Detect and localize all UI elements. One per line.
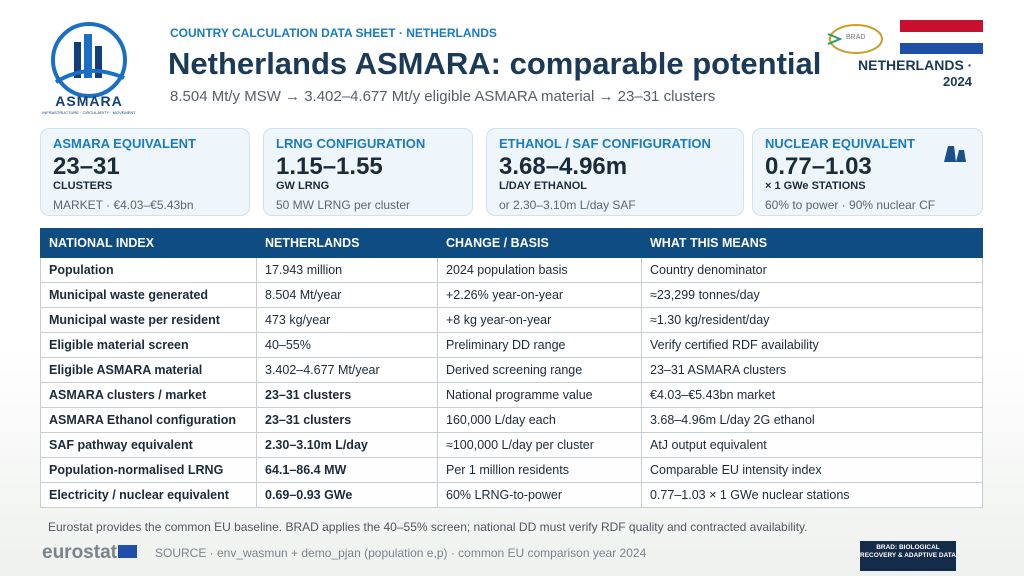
table-cell: ≈100,000 L/day per cluster [437, 432, 642, 458]
table-row: Municipal waste per resident 473 kg/year +… [40, 307, 983, 333]
card: LRNG CONFIGURATION 1.15–1.55 GW LRNG 50 MW … [263, 128, 473, 216]
flag [900, 20, 983, 54]
card-label: ETHANOL / SAF CONFIGURATION [499, 136, 711, 151]
card-note: 60% to power · 90% nuclear CF [765, 198, 936, 212]
logo-text: ASMARA [55, 93, 123, 109]
table-cell: 2.30–3.10m L/day [256, 432, 438, 458]
table-cell: 23–31 ASMARA clusters [641, 357, 983, 383]
table-cell: 60% LRNG-to-power [437, 482, 642, 508]
table-cell: 3.402–4.677 Mt/year [256, 357, 438, 383]
card: ETHANOL / SAF CONFIGURATION 3.68–4.96m L/D… [486, 128, 744, 216]
card-note: or 2.30–3.10m L/day SAF [499, 198, 636, 212]
table-row: Eligible material screen 40–55% Preliminar… [40, 332, 983, 358]
card: ASMARA EQUIVALENT 23–31 CLUSTERS MARKET · €… [40, 128, 250, 216]
table-cell: 3.68–4.96m L/day 2G ethanol [641, 407, 983, 433]
table-cell: ≈23,299 tonnes/day [641, 282, 983, 308]
card-value: 0.77–1.03 [765, 153, 872, 180]
card-unit: GW LRNG [276, 180, 330, 192]
table-cell: +2.26% year-on-year [437, 282, 642, 308]
partner-logo-icon [827, 24, 883, 54]
table-cell: +8 kg year-on-year [437, 307, 642, 333]
table-cell: 17.943 million [256, 257, 438, 283]
table-row: ASMARA clusters / market 23–31 clusters Na… [40, 382, 983, 408]
table-row: ASMARA Ethanol configuration 23–31 cluste… [40, 407, 983, 433]
card-value: 3.68–4.96m [499, 153, 628, 180]
card-value: 1.15–1.55 [276, 153, 383, 180]
table-cell: Population-normalised LRNG [40, 457, 257, 483]
card-unit: L/DAY ETHANOL [499, 180, 588, 192]
footer-note: Eurostat provides the common EU baseline… [48, 520, 808, 534]
table-row: Electricity / nuclear equivalent 0.69–0.9… [40, 482, 983, 508]
table-cell: ASMARA Ethanol configuration [40, 407, 257, 433]
card-label: LRNG CONFIGURATION [276, 136, 426, 151]
table-cell: Eligible ASMARA material [40, 357, 257, 383]
card-unit: × 1 GWe STATIONS [765, 180, 866, 192]
card-note: MARKET · €4.03–€5.43bn [53, 198, 194, 212]
table-cell: Population [40, 257, 257, 283]
card-note: 50 MW LRNG per cluster [276, 198, 411, 212]
table-cell: 0.77–1.03 × 1 GWe nuclear stations [641, 482, 983, 508]
card-unit: CLUSTERS [53, 180, 113, 192]
table-row: Population-normalised LRNG 64.1–86.4 MW Pe… [40, 457, 983, 483]
table-cell: ≈1.30 kg/resident/day [641, 307, 983, 333]
logo-tagline: INFRASTRUCTURE · CIRCULARITY · MOVEMENT [42, 110, 136, 115]
nuclear-icon [944, 146, 966, 162]
table-cell: ASMARA clusters / market [40, 382, 257, 408]
card: NUCLEAR EQUIVALENT 0.77–1.03 × 1 GWe STATI… [752, 128, 983, 216]
table-row: Population 17.943 million 2024 population … [40, 257, 983, 283]
table-cell: Electricity / nuclear equivalent [40, 482, 257, 508]
table-cell: 40–55% [256, 332, 438, 358]
subtitle: 8.504 Mt/y MSW → 3.402–4.677 Mt/y eligib… [170, 88, 716, 105]
table-cell: 0.69–0.93 GWe [256, 482, 438, 508]
brand: eurostat [42, 542, 117, 563]
country: NETHERLANDS · [858, 57, 973, 73]
card-label: NUCLEAR EQUIVALENT [765, 136, 915, 151]
partner-logo-text: BRAD [846, 34, 866, 41]
badge: BRAD: BIOLOGICAL RECOVERY & ADAPTIVE DAT… [860, 541, 956, 571]
table-cell: 23–31 clusters [256, 407, 438, 433]
table-cell: Preliminary DD range [437, 332, 642, 358]
logo-icon [51, 22, 127, 98]
table-cell: National programme value [437, 382, 642, 408]
kicker: COUNTRY CALCULATION DATA SHEET · NETHERL… [170, 26, 497, 40]
table-cell: Comparable EU intensity index [641, 457, 983, 483]
table-cell: 23–31 clusters [256, 382, 438, 408]
table-cell: 473 kg/year [256, 307, 438, 333]
data-table: NATIONAL INDEX NETHERLANDS CHANGE / BASIS W… [40, 228, 983, 508]
table-cell: Verify certified RDF availability [641, 332, 983, 358]
column-header: CHANGE / BASIS [437, 228, 642, 258]
table-cell: Eligible material screen [40, 332, 257, 358]
title: Netherlands ASMARA: comparable potential [168, 46, 822, 81]
table-cell: Country denominator [641, 257, 983, 283]
table-cell: SAF pathway equivalent [40, 432, 257, 458]
column-header: NATIONAL INDEX [40, 228, 257, 258]
table-cell: Per 1 million residents [437, 457, 642, 483]
table-row: Eligible ASMARA material 3.402–4.677 Mt/y… [40, 357, 983, 383]
eu-flag [118, 545, 137, 558]
table-cell: €4.03–€5.43bn market [641, 382, 983, 408]
table-cell: 8.504 Mt/year [256, 282, 438, 308]
table-cell: Municipal waste per resident [40, 307, 257, 333]
table-cell: 160,000 L/day each [437, 407, 642, 433]
table-cell: 2024 population basis [437, 257, 642, 283]
card-label: ASMARA EQUIVALENT [53, 136, 196, 151]
table-row: Municipal waste generated 8.504 Mt/year +2… [40, 282, 983, 308]
year: 2024 [943, 74, 972, 89]
table-cell: Derived screening range [437, 357, 642, 383]
table-cell: AtJ output equivalent [641, 432, 983, 458]
column-header: NETHERLANDS [256, 228, 438, 258]
table-cell: 64.1–86.4 MW [256, 457, 438, 483]
source: SOURCE · env_wasmun + demo_pjan (populat… [155, 546, 647, 560]
card-value: 23–31 [53, 153, 120, 180]
column-header: WHAT THIS MEANS [641, 228, 983, 258]
table-cell: Municipal waste generated [40, 282, 257, 308]
table-row: SAF pathway equivalent 2.30–3.10m L/day ≈1… [40, 432, 983, 458]
